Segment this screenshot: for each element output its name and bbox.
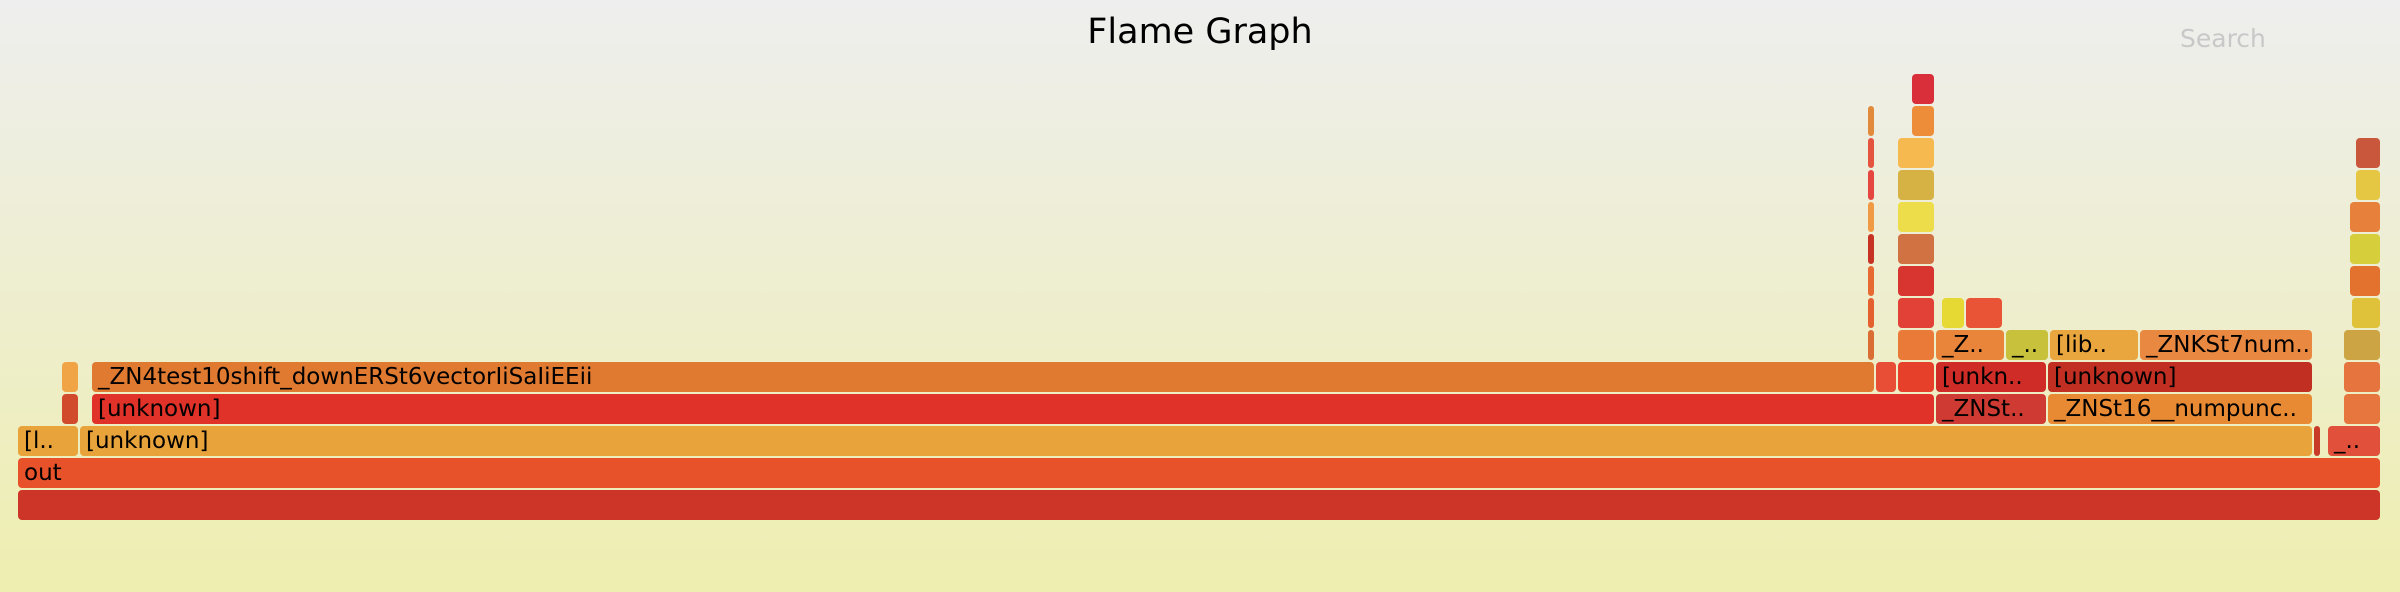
flame-frame[interactable]	[2344, 362, 2380, 392]
flame-frame[interactable]	[1898, 138, 1934, 168]
flame-frame[interactable]	[1898, 266, 1934, 296]
flame-frame[interactable]	[1898, 170, 1934, 200]
flame-frame[interactable]: [unknown]	[92, 394, 1934, 424]
flame-frame[interactable]	[2344, 394, 2380, 424]
flame-frame[interactable]	[2344, 330, 2380, 360]
flame-frame[interactable]	[2352, 298, 2380, 328]
search-button[interactable]: Search	[2180, 24, 2266, 53]
flame-frame[interactable]: _ZNSt16__numpunc..	[2048, 394, 2312, 424]
flame-frame[interactable]	[62, 362, 78, 392]
flame-frame[interactable]	[1868, 170, 1874, 200]
flame-frame[interactable]	[1876, 362, 1896, 392]
flame-frame[interactable]	[1942, 298, 1964, 328]
flame-frame[interactable]	[1898, 202, 1934, 232]
flame-frame[interactable]	[1966, 298, 2002, 328]
flame-frame[interactable]: [unknown]	[2048, 362, 2312, 392]
flame-frame[interactable]	[1868, 266, 1874, 296]
flame-frame[interactable]	[1898, 362, 1934, 392]
flame-frame[interactable]: [l..	[18, 426, 78, 456]
flame-frame[interactable]: _ZNKSt7num..	[2140, 330, 2312, 360]
flame-frame[interactable]	[1868, 138, 1874, 168]
flame-frame[interactable]	[1868, 298, 1874, 328]
flame-frame[interactable]: [unkn..	[1936, 362, 2046, 392]
flame-frame[interactable]	[1898, 330, 1934, 360]
flame-frame[interactable]: _..	[2006, 330, 2048, 360]
flame-frame[interactable]	[2356, 170, 2380, 200]
flame-frame[interactable]: _ZN4test10shift_downERSt6vectorIiSaIiEEi…	[92, 362, 1874, 392]
flame-frame[interactable]	[2356, 138, 2380, 168]
flame-frame[interactable]: out	[18, 458, 2380, 488]
flame-frame[interactable]	[1898, 234, 1934, 264]
flame-frame[interactable]	[62, 394, 78, 424]
flame-frame[interactable]	[1868, 234, 1874, 264]
flame-frame[interactable]	[1912, 74, 1934, 104]
flame-frame[interactable]	[2350, 202, 2380, 232]
flame-frame[interactable]: [unknown]	[80, 426, 2312, 456]
flame-frame[interactable]	[1868, 202, 1874, 232]
flame-frame[interactable]	[2314, 426, 2320, 456]
flame-frame[interactable]: _Z..	[1936, 330, 2004, 360]
flame-frame[interactable]	[1898, 298, 1934, 328]
flame-frame[interactable]	[18, 490, 2380, 520]
flame-frame[interactable]	[1868, 330, 1874, 360]
flame-frame[interactable]	[1868, 106, 1874, 136]
flame-frame[interactable]	[1912, 106, 1934, 136]
page-title: Flame Graph	[1087, 12, 1313, 52]
flame-frame[interactable]: _ZNSt..	[1936, 394, 2046, 424]
flame-frame[interactable]: [lib..	[2050, 330, 2138, 360]
flame-frame[interactable]	[2350, 266, 2380, 296]
flame-frame[interactable]: _..	[2328, 426, 2380, 456]
flame-frame[interactable]	[2350, 234, 2380, 264]
